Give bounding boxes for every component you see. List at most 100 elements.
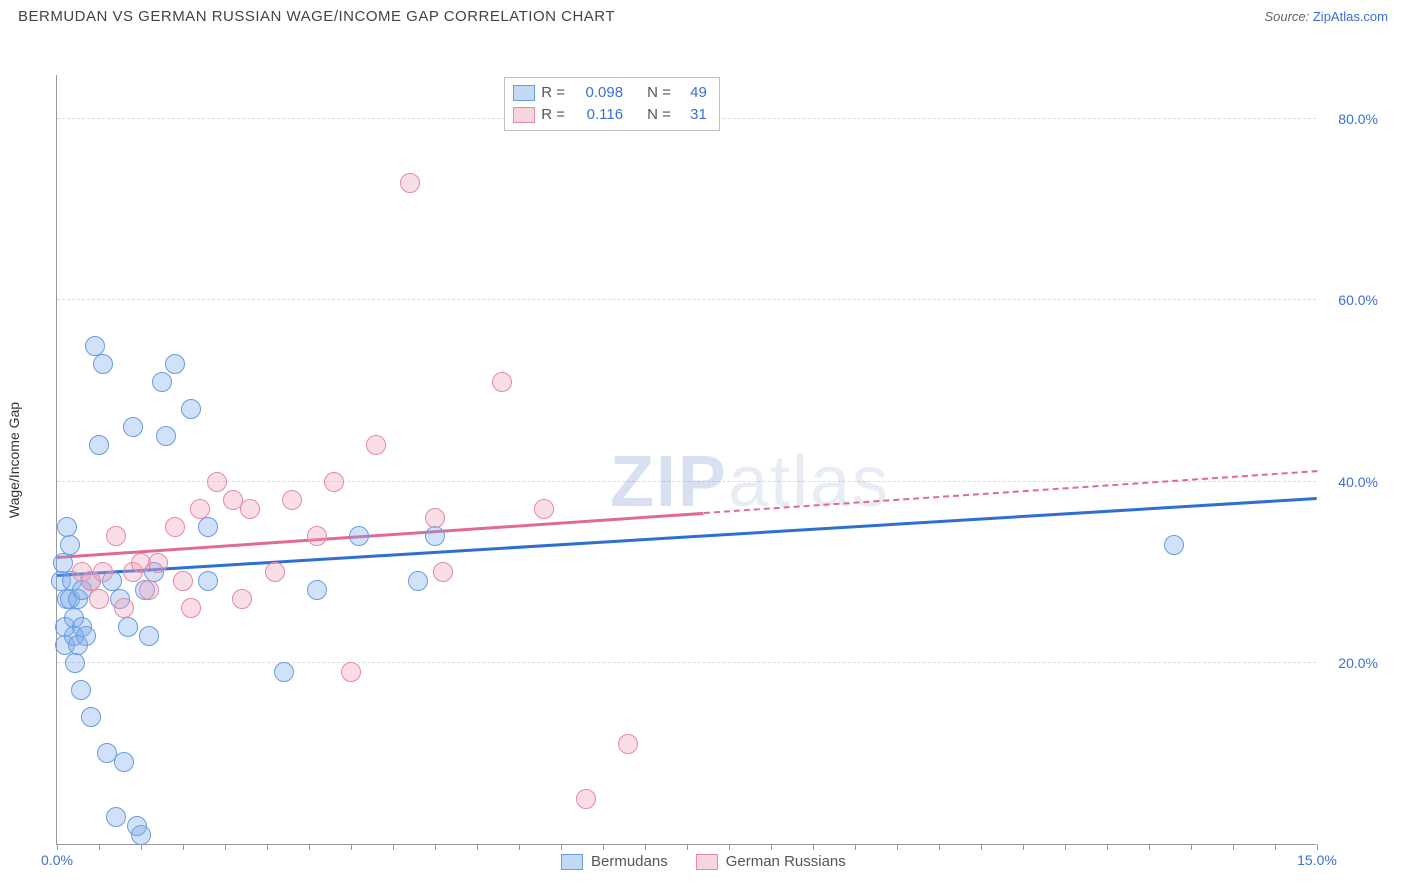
- plot-area: 20.0%40.0%60.0%80.0%0.0%15.0%ZIPatlasR =…: [56, 75, 1316, 845]
- data-point: [123, 417, 143, 437]
- data-point: [53, 553, 73, 573]
- series-legend: BermudansGerman Russians: [561, 853, 846, 870]
- legend-r-label: R =: [541, 104, 565, 126]
- x-minor-tick: [1023, 844, 1024, 850]
- data-point: [181, 399, 201, 419]
- data-point: [282, 490, 302, 510]
- data-point: [57, 517, 77, 537]
- x-minor-tick: [1275, 844, 1276, 850]
- data-point: [307, 526, 327, 546]
- legend-n-value: 31: [677, 104, 707, 126]
- legend-r-value: 0.098: [571, 82, 623, 104]
- data-point: [618, 734, 638, 754]
- data-point: [106, 807, 126, 827]
- data-point: [181, 598, 201, 618]
- legend-n-label: N =: [647, 82, 671, 104]
- data-point: [89, 589, 109, 609]
- x-minor-tick: [1065, 844, 1066, 850]
- chart-source: Source: ZipAtlas.com: [1264, 9, 1388, 24]
- gridline: [57, 299, 1316, 300]
- x-minor-tick: [813, 844, 814, 850]
- x-minor-tick: [519, 844, 520, 850]
- data-point: [366, 435, 386, 455]
- correlation-legend: R = 0.098 N = 49R = 0.116 N = 31: [504, 77, 720, 131]
- source-prefix: Source:: [1264, 9, 1312, 24]
- data-point: [114, 752, 134, 772]
- data-point: [152, 372, 172, 392]
- x-minor-tick: [1317, 844, 1318, 850]
- data-point: [106, 526, 126, 546]
- data-point: [93, 354, 113, 374]
- data-point: [139, 580, 159, 600]
- data-point: [400, 173, 420, 193]
- x-minor-tick: [393, 844, 394, 850]
- legend-n-label: N =: [647, 104, 671, 126]
- data-point: [425, 508, 445, 528]
- data-point: [341, 662, 361, 682]
- data-point: [81, 707, 101, 727]
- x-minor-tick: [561, 844, 562, 850]
- data-point: [425, 526, 445, 546]
- x-minor-tick: [897, 844, 898, 850]
- legend-item: German Russians: [696, 853, 846, 870]
- data-point: [165, 354, 185, 374]
- data-point: [89, 435, 109, 455]
- legend-row: R = 0.116 N = 31: [513, 104, 707, 126]
- data-point: [93, 562, 113, 582]
- data-point: [85, 336, 105, 356]
- data-point: [576, 789, 596, 809]
- data-point: [198, 571, 218, 591]
- legend-n-value: 49: [677, 82, 707, 104]
- data-point: [433, 562, 453, 582]
- x-minor-tick: [435, 844, 436, 850]
- legend-r-value: 0.116: [571, 104, 623, 126]
- y-tick-label: 60.0%: [1338, 292, 1378, 308]
- data-point: [534, 499, 554, 519]
- data-point: [408, 571, 428, 591]
- x-tick-label: 0.0%: [41, 852, 73, 868]
- trend-line: [704, 471, 1317, 515]
- legend-swatch: [561, 854, 583, 870]
- x-minor-tick: [687, 844, 688, 850]
- x-minor-tick: [99, 844, 100, 850]
- legend-label: German Russians: [726, 853, 846, 870]
- data-point: [232, 589, 252, 609]
- x-minor-tick: [1233, 844, 1234, 850]
- data-point: [240, 499, 260, 519]
- chart-title: BERMUDAN VS GERMAN RUSSIAN WAGE/INCOME G…: [18, 8, 615, 25]
- x-minor-tick: [1149, 844, 1150, 850]
- x-minor-tick: [477, 844, 478, 850]
- y-tick-label: 80.0%: [1338, 111, 1378, 127]
- data-point: [156, 426, 176, 446]
- data-point: [274, 662, 294, 682]
- legend-row: R =0.098N =49: [513, 82, 707, 104]
- x-minor-tick: [267, 844, 268, 850]
- data-point: [65, 653, 85, 673]
- x-minor-tick: [309, 844, 310, 850]
- gridline: [57, 481, 1316, 482]
- legend-swatch: [513, 85, 535, 101]
- data-point: [60, 535, 80, 555]
- data-point: [1164, 535, 1184, 555]
- data-point: [114, 598, 134, 618]
- x-minor-tick: [729, 844, 730, 850]
- x-minor-tick: [771, 844, 772, 850]
- trend-line: [57, 511, 704, 558]
- data-point: [492, 372, 512, 392]
- x-minor-tick: [1191, 844, 1192, 850]
- y-axis-label: Wage/Income Gap: [6, 402, 22, 518]
- chart-header: BERMUDAN VS GERMAN RUSSIAN WAGE/INCOME G…: [0, 0, 1406, 29]
- data-point: [349, 526, 369, 546]
- source-link[interactable]: ZipAtlas.com: [1313, 9, 1388, 24]
- x-minor-tick: [351, 844, 352, 850]
- data-point: [139, 626, 159, 646]
- x-minor-tick: [225, 844, 226, 850]
- x-minor-tick: [183, 844, 184, 850]
- data-point: [76, 626, 96, 646]
- data-point: [148, 553, 168, 573]
- data-point: [324, 472, 344, 492]
- y-tick-label: 20.0%: [1338, 655, 1378, 671]
- data-point: [265, 562, 285, 582]
- x-minor-tick: [57, 844, 58, 850]
- y-tick-label: 40.0%: [1338, 474, 1378, 490]
